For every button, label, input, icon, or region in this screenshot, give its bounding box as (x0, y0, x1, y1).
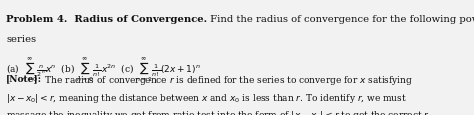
Text: Find the radius of convergence for the following power: Find the radius of convergence for the f… (207, 15, 474, 24)
Text: (a) $\sum_{n=0}^{\infty} \frac{n}{2^n}x^n$  (b) $\sum_{n=0}^{\infty} \frac{1}{n!: (a) $\sum_{n=0}^{\infty} \frac{n}{2^n}x^… (6, 55, 201, 84)
Text: Problem 4.  Radius of Convergence.: Problem 4. Radius of Convergence. (6, 15, 207, 24)
Text: series: series (6, 34, 36, 43)
Text: The radius of convergence $r$ is defined for the series to converge for $x$ sati: The radius of convergence $r$ is defined… (42, 74, 413, 86)
Text: $|x - x_0| < r$, meaning the distance between $x$ and $x_0$ is less than $r$. To: $|x - x_0| < r$, meaning the distance be… (6, 91, 407, 104)
Text: [Note]:: [Note]: (6, 74, 42, 83)
Text: massage the inequality we got from ratio test into the form of $|x - x_0| < r$ t: massage the inequality we got from ratio… (6, 108, 431, 115)
